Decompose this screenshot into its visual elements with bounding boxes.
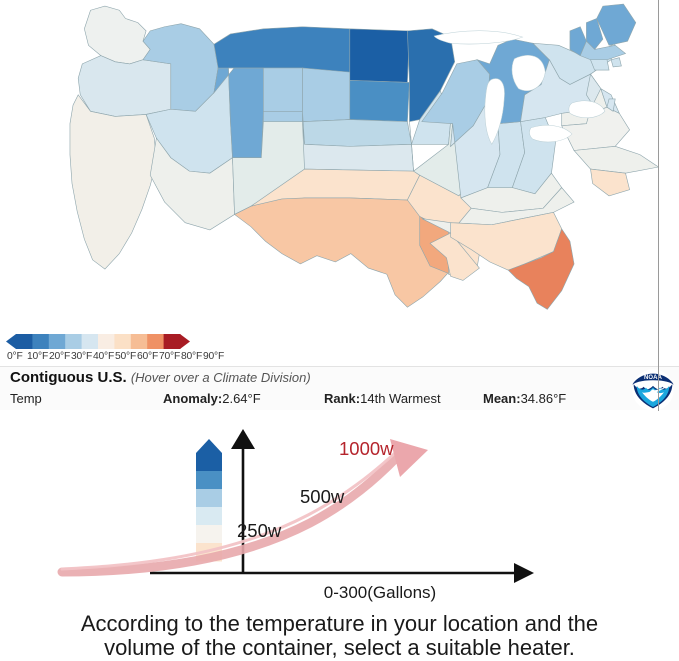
svg-text:1000w: 1000w bbox=[339, 438, 394, 459]
svg-text:0-300(Gallons): 0-300(Gallons) bbox=[324, 583, 436, 602]
svg-text:NOAA: NOAA bbox=[644, 375, 663, 381]
svg-text:30°F: 30°F bbox=[71, 351, 92, 362]
svg-text:500w: 500w bbox=[300, 486, 345, 507]
svg-text:40°F: 40°F bbox=[93, 351, 114, 362]
svg-text:0°F: 0°F bbox=[7, 351, 23, 362]
svg-text:250w: 250w bbox=[237, 520, 282, 541]
svg-text:60°F: 60°F bbox=[137, 351, 158, 362]
svg-text:80°F: 80°F bbox=[181, 351, 202, 362]
svg-text:10°F: 10°F bbox=[27, 351, 48, 362]
svg-text:70°F: 70°F bbox=[159, 351, 180, 362]
svg-text:50°F: 50°F bbox=[115, 351, 136, 362]
svg-text:90°F: 90°F bbox=[203, 351, 224, 362]
svg-text:20°F: 20°F bbox=[49, 351, 70, 362]
